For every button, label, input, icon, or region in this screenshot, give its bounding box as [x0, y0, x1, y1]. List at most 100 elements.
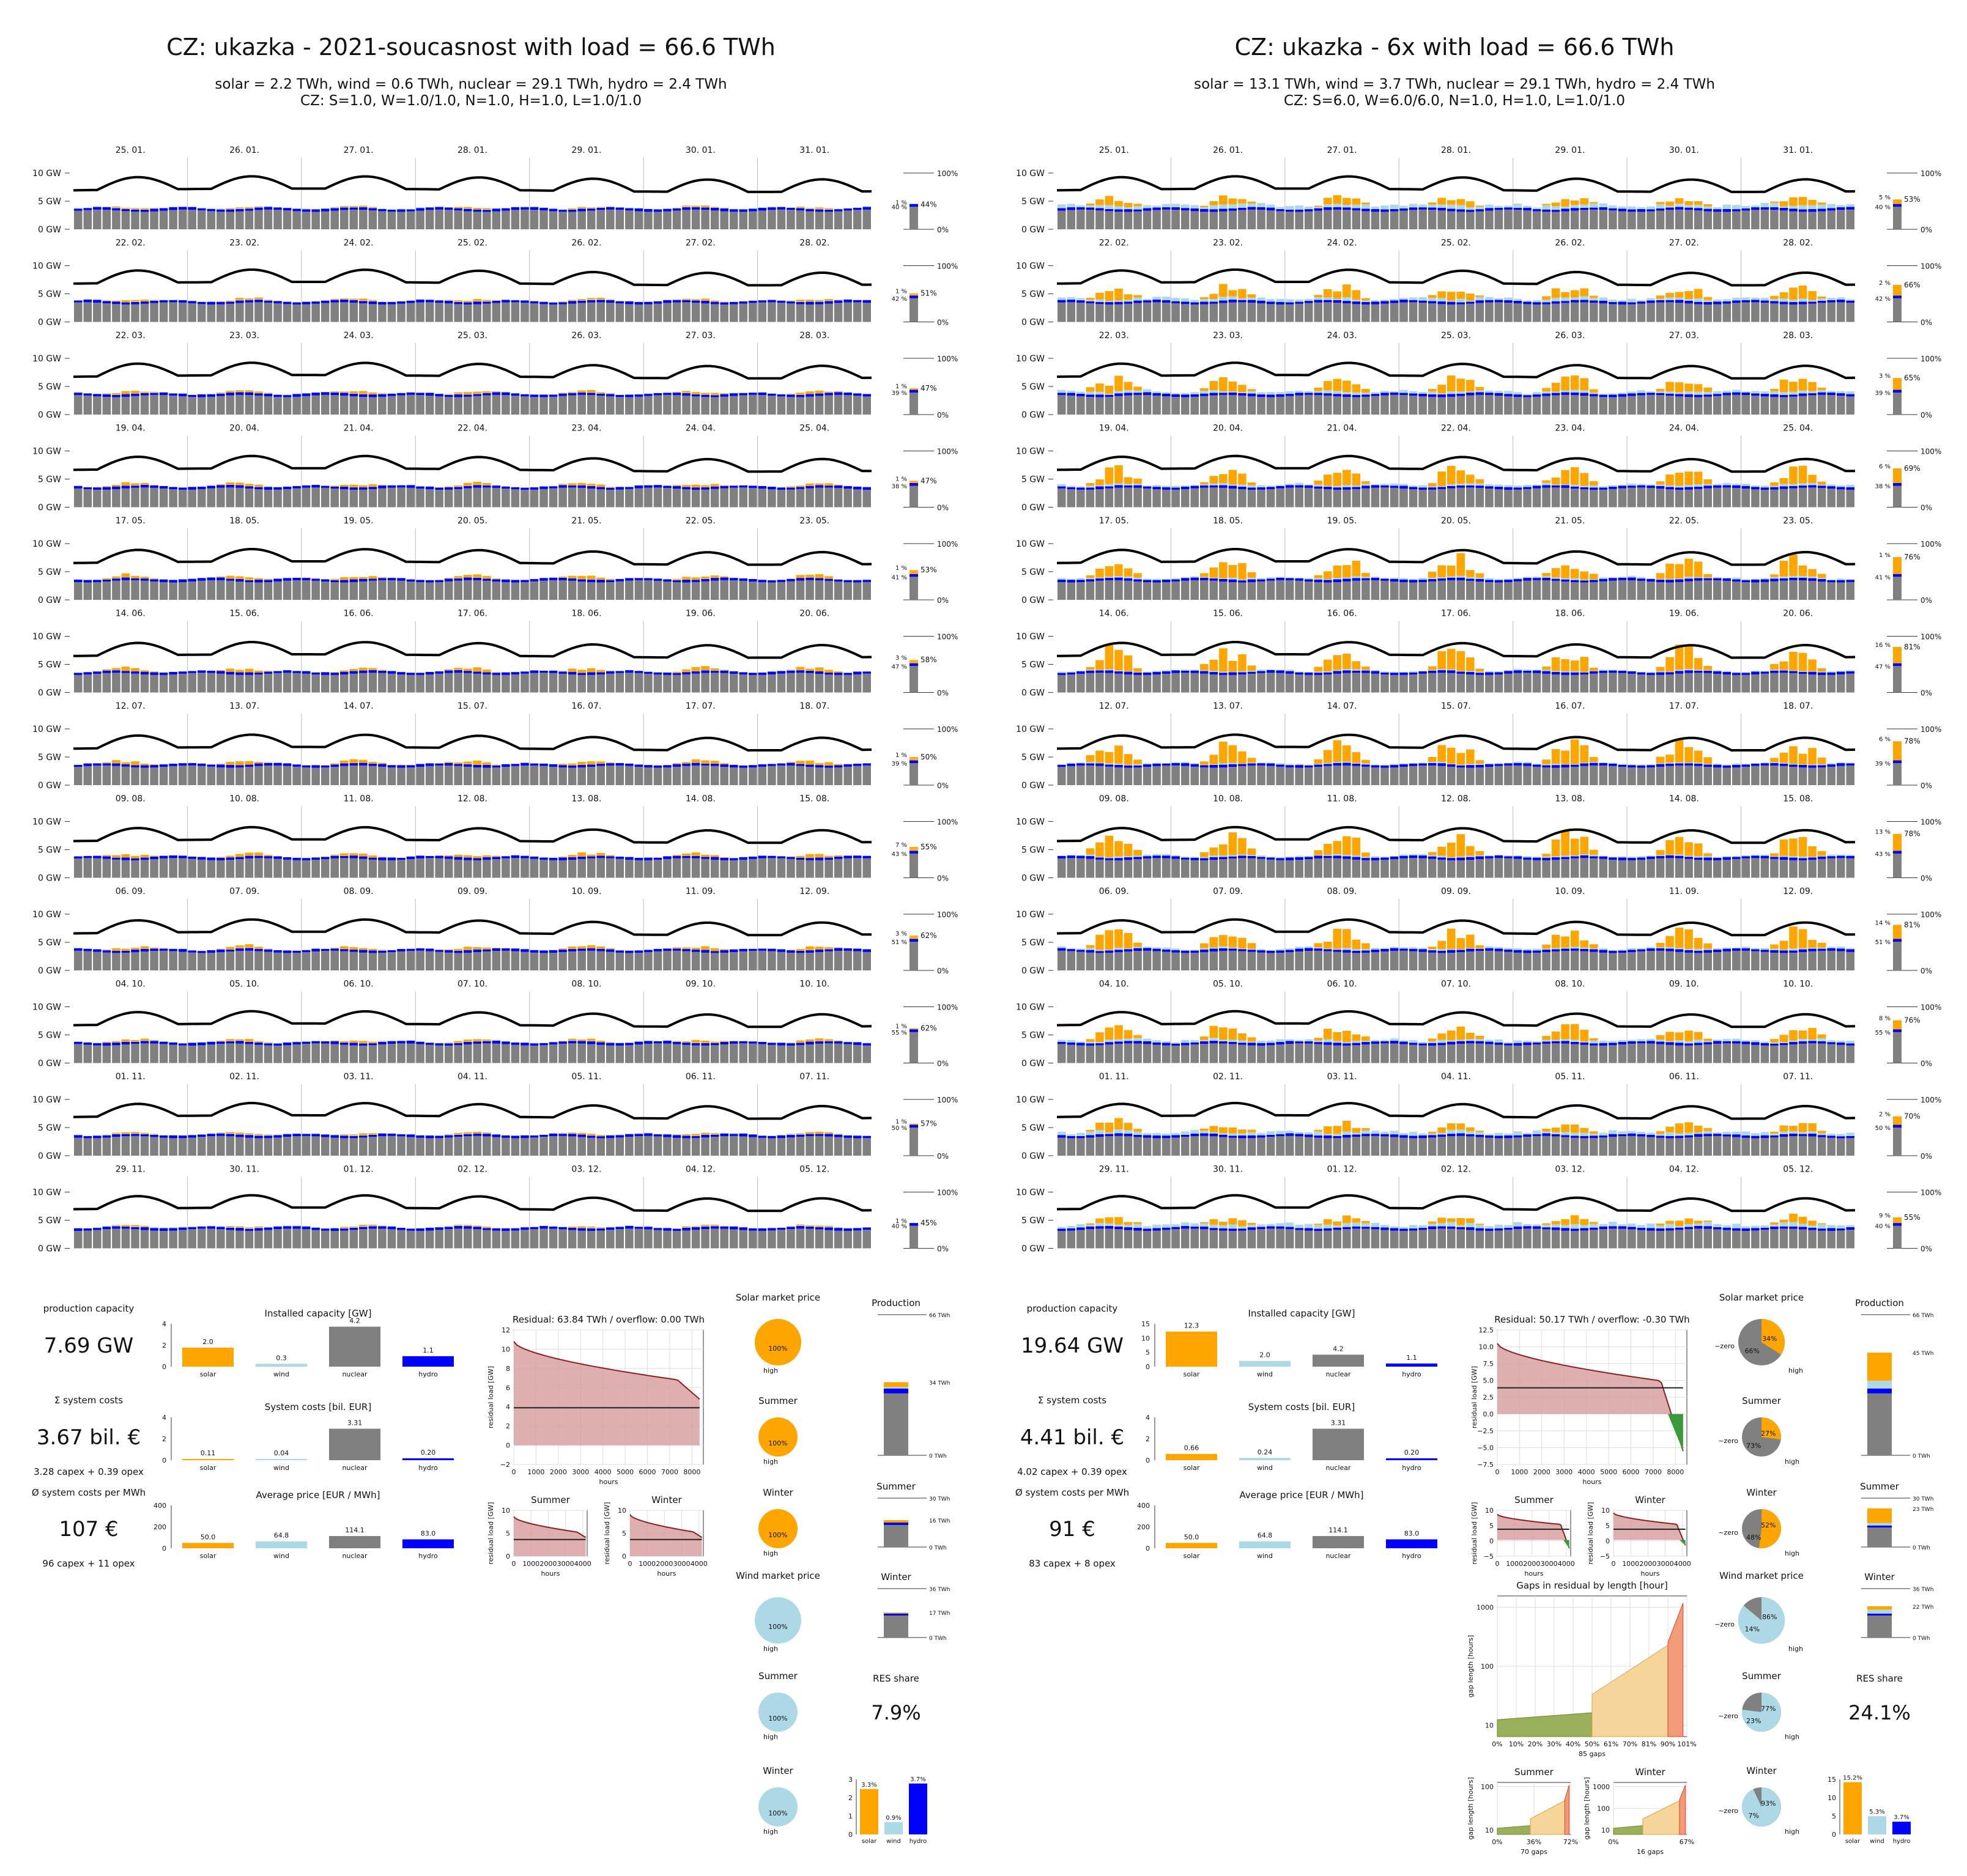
wind-bar: [388, 393, 396, 394]
nuclear-bar: [616, 397, 624, 415]
hydro-bar: [530, 764, 539, 766]
nuclear-bar: [1286, 396, 1294, 415]
nuclear-bar: [188, 210, 196, 229]
nuclear-bar: [682, 1138, 691, 1156]
hydro-bar: [426, 580, 434, 583]
solar-segment: [884, 1520, 908, 1523]
hydro-bar: [397, 1134, 406, 1136]
side-100-label: 100%: [937, 725, 958, 734]
solar-bar: [254, 852, 263, 855]
solar-bar: [577, 1133, 586, 1134]
wind-bar: [1732, 205, 1741, 209]
hydro-bar: [862, 1228, 871, 1230]
wind-bar: [1476, 207, 1484, 209]
wind-bar: [1609, 205, 1617, 209]
nuclear-bar: [445, 303, 453, 322]
hydro-bar: [350, 579, 358, 582]
hydro-bar: [492, 1134, 501, 1137]
wind-bar: [1504, 205, 1513, 207]
wind-bar: [1191, 392, 1199, 394]
hydro-bar: [311, 301, 320, 304]
nuclear-bar: [1799, 305, 1807, 322]
solar-bar: [787, 300, 795, 301]
hydro-bar: [359, 301, 368, 303]
nuclear-bar: [787, 953, 795, 970]
solar-bar: [568, 947, 577, 949]
wind-bar: [1571, 298, 1579, 300]
nuclear-bar: [730, 860, 738, 878]
wind-bar: [682, 949, 691, 950]
wind-bar: [1105, 301, 1114, 302]
wind-bar: [1076, 205, 1085, 207]
nuclear-bar: [283, 489, 292, 508]
nuclear-bar: [843, 302, 852, 322]
nuclear-bar: [862, 582, 871, 600]
hydro-bar: [103, 763, 111, 766]
hydro-bar: [511, 672, 520, 674]
hydro-bar: [131, 578, 139, 580]
nuclear-bar: [539, 953, 548, 970]
nuclear-bar: [834, 212, 843, 229]
nuclear-bar: [407, 303, 415, 322]
mid-label: 16 TWh: [929, 1518, 950, 1524]
solar-bar: [824, 576, 833, 578]
hydro-bar: [530, 1043, 539, 1046]
hydro-bar: [198, 302, 206, 304]
hydro-bar: [454, 209, 462, 211]
nuclear-bar: [1248, 210, 1256, 229]
hydro-bar: [625, 1226, 634, 1229]
nuclear-bar: [1181, 210, 1190, 229]
nuclear-bar: [473, 1044, 482, 1063]
nuclear-bar: [454, 210, 462, 229]
nuclear-bar: [464, 1136, 472, 1156]
nuclear-bar: [796, 397, 805, 415]
nuclear-bar: [625, 673, 634, 692]
hydro-bar: [169, 580, 177, 582]
solar-bar: [1343, 198, 1351, 205]
hydro-bar: [131, 671, 139, 674]
solar-bar: [1675, 198, 1684, 204]
hydro-bar: [749, 673, 757, 675]
hydro-bar: [369, 670, 377, 673]
nuclear-bar: [663, 951, 672, 970]
hydro-bar: [492, 857, 501, 859]
hydro-bar: [160, 1228, 168, 1231]
nuclear-bar: [843, 489, 852, 507]
nuclear-bar: [330, 1138, 339, 1156]
nuclear-bar: [112, 1045, 120, 1063]
nuclear-label: nuclear: [342, 1464, 368, 1472]
wind-bar: [777, 487, 786, 488]
hydro-bar: [235, 300, 244, 303]
solar-bar: [103, 855, 111, 856]
solar-bar: [122, 482, 130, 486]
hydro-bar: [217, 394, 225, 396]
hydro-bar: [1200, 394, 1209, 396]
solar-bar: [1095, 199, 1104, 205]
wind-bar: [122, 1041, 130, 1042]
nuclear-bar: [824, 1230, 833, 1249]
hydro-bar: [150, 1228, 158, 1230]
hydro-bar: [359, 487, 368, 490]
solar-bar: [369, 300, 377, 301]
solar-bar: [1114, 289, 1123, 300]
hydro-bar: [321, 857, 330, 859]
nuclear-bar: [834, 767, 843, 785]
hydro-bar: [1713, 209, 1722, 212]
hydro-bar: [654, 578, 662, 581]
nuclear-bar: [1418, 396, 1427, 415]
solar-bar: [1343, 380, 1351, 392]
nuclear-bar: [150, 395, 158, 415]
nuclear-bar: [311, 767, 320, 785]
hydro-bar: [397, 393, 406, 396]
nuclear-bar: [577, 859, 586, 878]
hydro-bar: [416, 393, 424, 396]
nuclear-bar: [407, 582, 415, 600]
wind-bar: [682, 1227, 691, 1228]
nuclear-bar: [1495, 396, 1503, 415]
side-top-pct: 2 %: [1879, 280, 1891, 287]
hydro-bar: [311, 393, 320, 395]
nuclear-bar: [1238, 210, 1247, 229]
side-100-label: 100%: [937, 355, 958, 363]
hydro-bar: [160, 209, 168, 211]
hydro-bar: [511, 855, 520, 859]
